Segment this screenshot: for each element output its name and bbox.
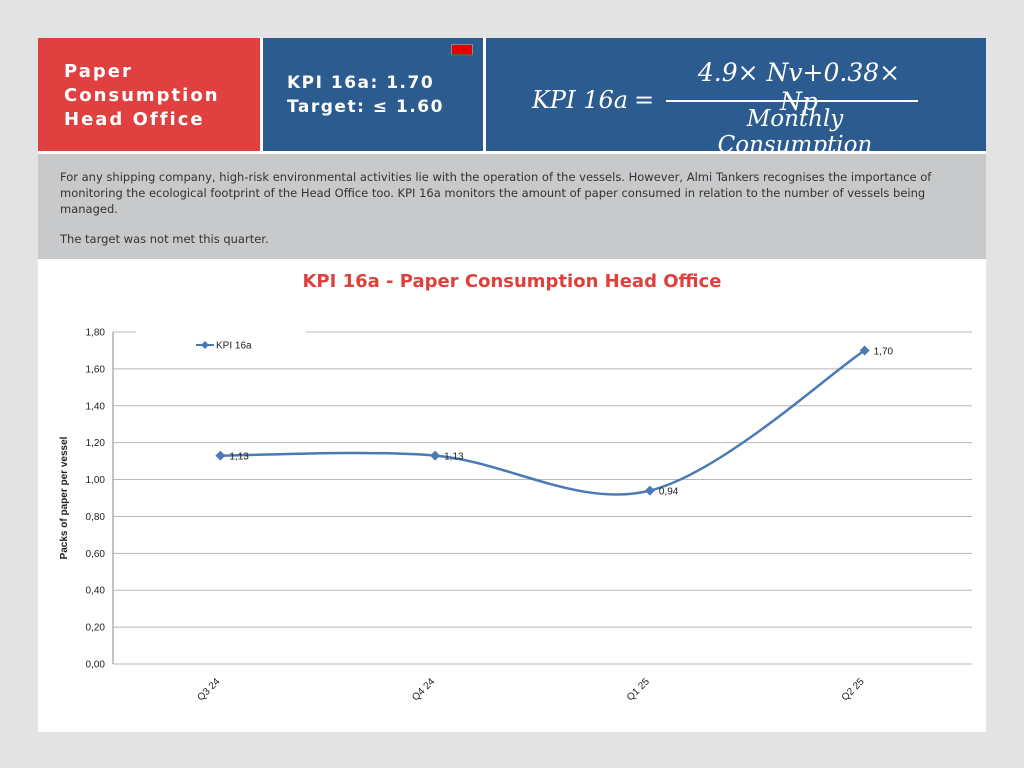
y-tick-label: 1,40 [86, 401, 106, 412]
legend-box [136, 331, 306, 359]
y-tick-label: 0,60 [86, 549, 106, 560]
kpi-title-line: Paper [64, 60, 133, 82]
data-point [215, 450, 226, 461]
data-point [430, 450, 441, 461]
x-tick-label: Q3 24 [195, 676, 222, 703]
x-tick-label: Q4 24 [410, 676, 437, 703]
y-tick-label: 0,20 [86, 623, 106, 634]
x-tick-label: Q1 25 [625, 676, 652, 703]
legend-marker [201, 341, 209, 349]
y-tick-label: 1,60 [86, 364, 106, 375]
data-label: 1,13 [444, 452, 464, 463]
y-tick-label: 0,40 [86, 586, 106, 597]
x-tick-label: Q2 25 [840, 676, 867, 703]
y-axis-title: Packs of paper per vessel [59, 436, 70, 559]
formula-denominator: Monthly Consumption [717, 106, 873, 158]
legend-label: KPI 16a [216, 341, 252, 352]
kpi-value: KPI 16a: 1.70 [287, 72, 435, 93]
description-paragraph: The target was not met this quarter. [60, 232, 269, 246]
formula-panel: KPI 16a = 4.9× Nv+0.38× Np Monthly Consu… [486, 38, 986, 158]
formula-equals: = [634, 86, 655, 114]
y-tick-label: 0,00 [86, 660, 106, 671]
kpi-title-panel: Paper Consumption Head Office [38, 38, 260, 151]
kpi-target: Target: ≤ 1.60 [287, 96, 444, 117]
kpi-page: Paper Consumption Head Office KPI 16a: 1… [38, 38, 986, 732]
kpi-title-line: Consumption [64, 84, 220, 106]
data-label: 0,94 [659, 487, 679, 498]
y-tick-label: 1,80 [86, 328, 106, 339]
description-paragraph: For any shipping company, high-risk envi… [60, 170, 932, 216]
y-tick-label: 1,00 [86, 475, 106, 486]
data-point [644, 485, 655, 496]
kpi-title-line: Head Office [64, 108, 205, 130]
data-label: 1,70 [874, 346, 894, 357]
series-line [220, 349, 866, 496]
kpi-title: Paper Consumption Head Office [38, 58, 220, 132]
data-label: 1,13 [229, 452, 249, 463]
formula-fraction-bar [666, 100, 918, 102]
line-chart: 0,00 0,20 0,40 0,60 0,80 1,00 1,20 1,40 1,60 1,80… [59, 328, 972, 703]
y-tick-label: 0,80 [86, 512, 106, 523]
data-point [859, 345, 870, 356]
chart-title: KPI 16a - Paper Consumption Head Office [302, 271, 722, 292]
formula-lhs: KPI 16a [532, 86, 629, 114]
status-flag-icon [451, 44, 473, 56]
y-tick-label: 1,20 [86, 438, 106, 449]
description-panel: For any shipping company, high-risk envi… [38, 154, 986, 259]
kpi-value-panel: KPI 16a: 1.70 Target: ≤ 1.60 [263, 38, 483, 151]
